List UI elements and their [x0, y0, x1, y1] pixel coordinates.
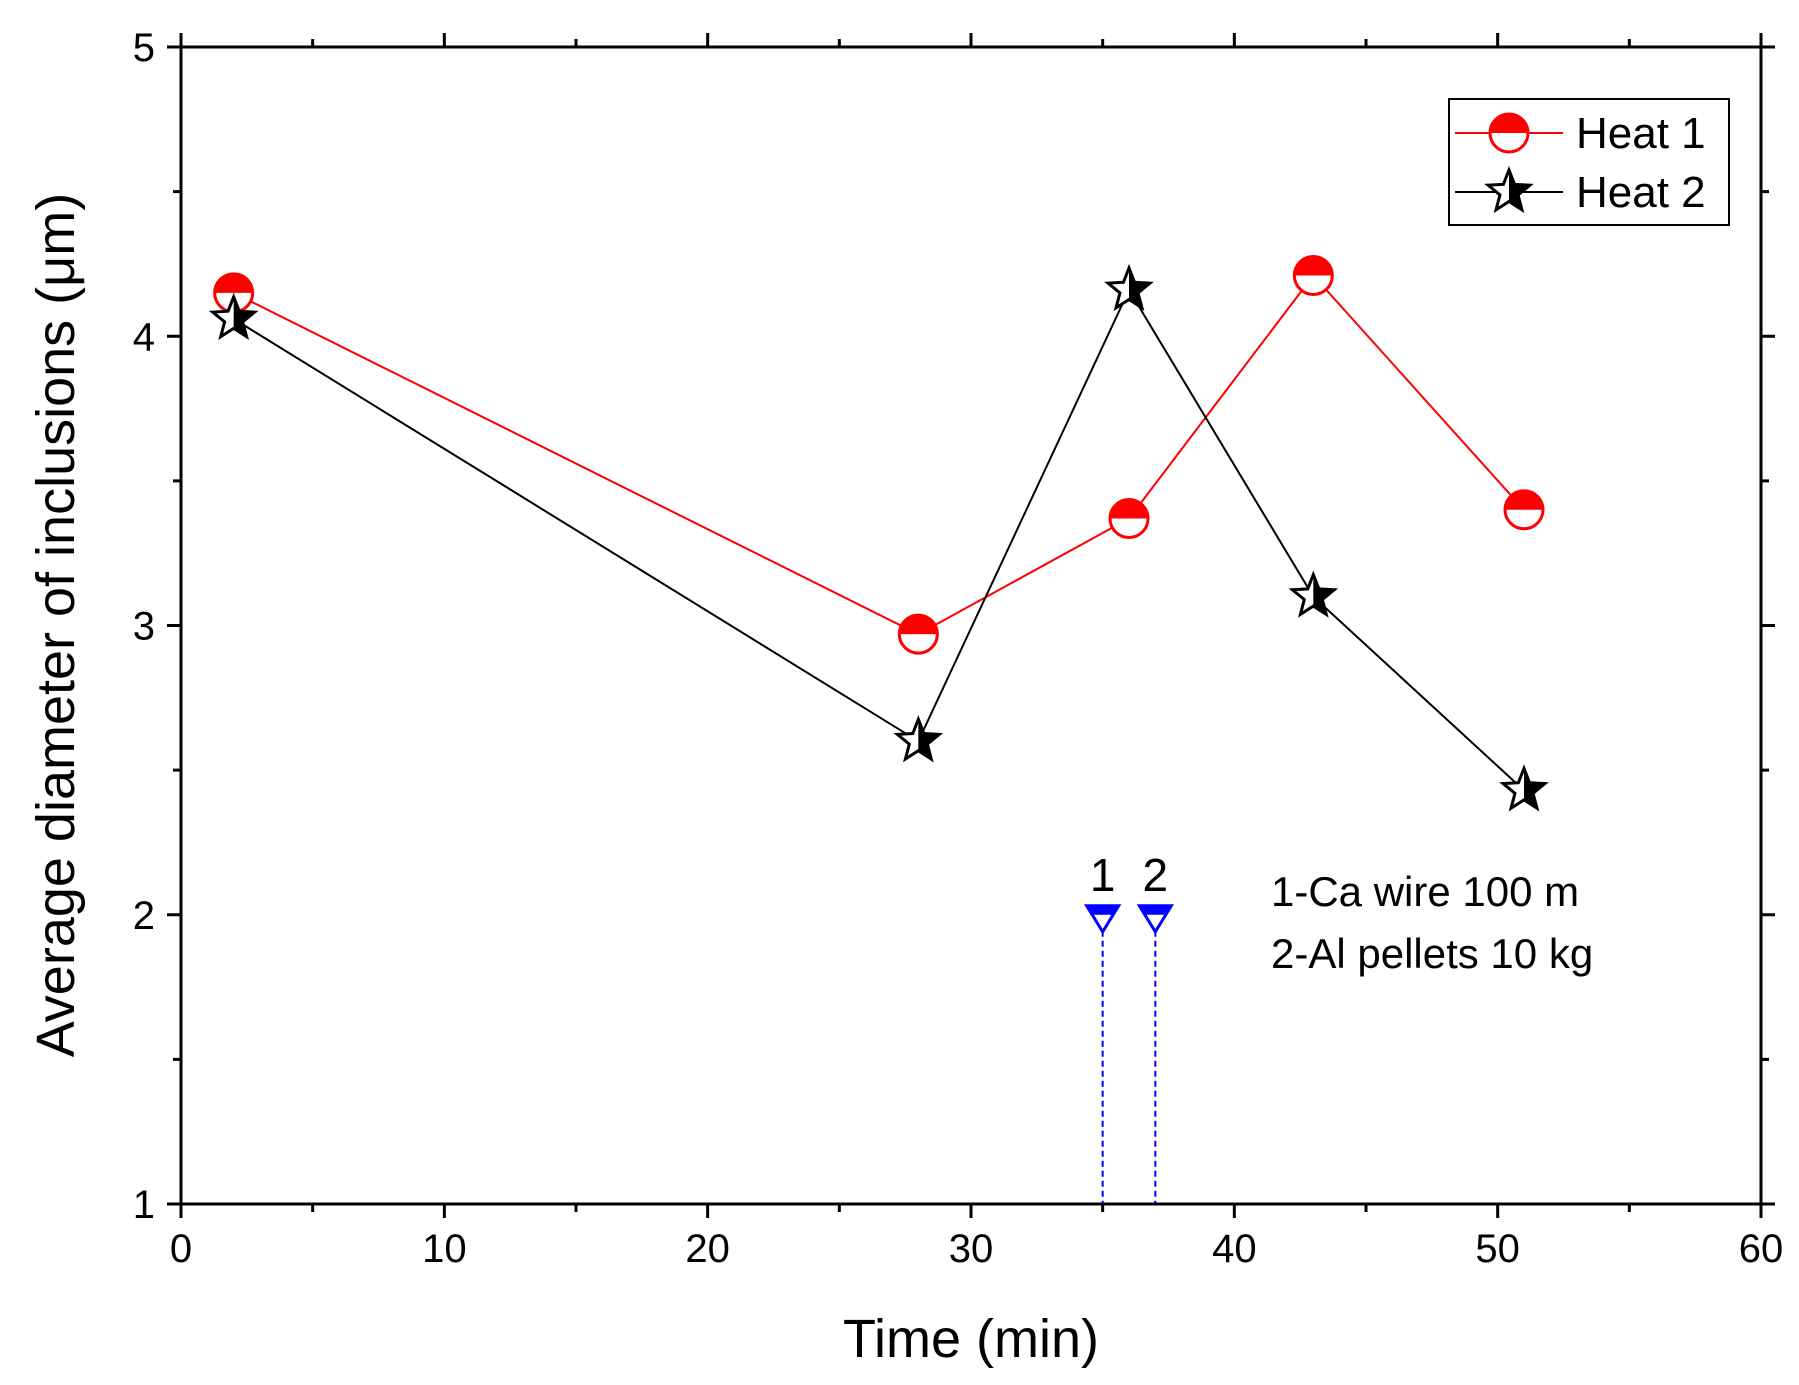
annotation-line-2: 2-Al pellets 10 kg — [1271, 930, 1593, 977]
x-tick-label: 50 — [1475, 1227, 1520, 1271]
marker-bg — [212, 296, 255, 337]
legend-label: Heat 2 — [1576, 168, 1706, 217]
marker-fill — [1313, 574, 1335, 615]
marker-fill — [1294, 256, 1333, 276]
event-label: 2 — [1143, 849, 1169, 901]
marker-fill — [1129, 267, 1150, 308]
marker-fill — [918, 719, 940, 759]
marker-fill — [1505, 490, 1543, 510]
x-tick-label: 20 — [685, 1227, 730, 1271]
event-triangle-fill — [1086, 905, 1119, 915]
series-line — [233, 287, 1525, 792]
marker-fill — [233, 296, 255, 337]
marker-fill — [899, 615, 938, 635]
series-2 — [208, 263, 1549, 812]
event-marker-1: 1 — [1083, 849, 1122, 1204]
plot-frame — [179, 45, 1763, 1206]
data-point — [897, 613, 939, 655]
x-tick-label: 10 — [422, 1227, 467, 1271]
data-point — [1499, 764, 1549, 812]
data-point — [893, 715, 944, 763]
data-point — [1108, 497, 1150, 539]
data-point — [1288, 570, 1339, 618]
legend-item-2: Heat 2 — [1455, 165, 1706, 217]
annotation-line-1: 1-Ca wire 100 m — [1271, 868, 1579, 915]
data-point — [1292, 255, 1334, 297]
marker-fill — [1490, 114, 1528, 133]
y-tick-label: 4 — [133, 315, 155, 359]
event-marker-2: 2 — [1136, 849, 1175, 1204]
series-layer — [208, 255, 1549, 812]
legend-label: Heat 1 — [1576, 109, 1706, 158]
y-tick-label: 3 — [133, 605, 155, 649]
event-label: 1 — [1090, 849, 1116, 901]
y-tick-label: 2 — [133, 894, 155, 938]
y-tick-label: 1 — [133, 1183, 155, 1227]
data-point — [208, 292, 259, 341]
legend-item-1: Heat 1 — [1455, 109, 1706, 158]
legend-marker — [1484, 165, 1534, 214]
x-tick-label: 60 — [1739, 1227, 1784, 1271]
series-1 — [213, 255, 1545, 655]
marker-outline — [1104, 263, 1154, 312]
marker-outline — [1288, 570, 1339, 618]
event-triangle-fill — [1139, 905, 1172, 915]
marker-outline — [1484, 165, 1534, 214]
y-axis-title: Average diameter of inclusions (μm) — [26, 193, 86, 1057]
legend-entries: Heat 1 Heat 2 — [1455, 109, 1706, 217]
marker-fill — [1524, 768, 1545, 809]
marker-outline — [1499, 764, 1549, 812]
annotation-box: 1-Ca wire 100 m 2-Al pellets 10 kg — [1271, 868, 1593, 977]
legend-marker — [1488, 112, 1530, 154]
legend: Heat 1 Heat 2 — [1448, 98, 1730, 226]
marker-outline — [208, 292, 259, 341]
marker-outline — [893, 715, 944, 763]
marker-fill — [1509, 170, 1530, 210]
data-point — [1503, 489, 1545, 531]
marker-fill — [1110, 499, 1148, 519]
x-tick-label: 30 — [949, 1227, 994, 1271]
series-line — [233, 273, 1525, 636]
data-point — [1104, 263, 1154, 312]
x-tick-label: 0 — [170, 1227, 192, 1271]
marker-fill — [214, 273, 253, 293]
x-axis-title: Time (min) — [843, 1309, 1099, 1369]
x-tick-label: 40 — [1212, 1227, 1257, 1271]
y-tick-label: 5 — [133, 26, 155, 70]
